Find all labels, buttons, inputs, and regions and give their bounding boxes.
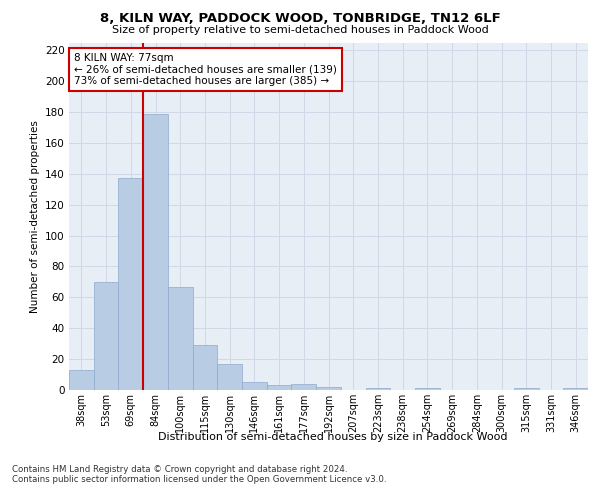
Bar [143,114,168,390]
Y-axis label: Number of semi-detached properties: Number of semi-detached properties [29,120,40,312]
Bar [514,388,539,390]
Text: Distribution of semi-detached houses by size in Paddock Wood: Distribution of semi-detached houses by … [158,432,508,442]
Bar [563,388,588,390]
Text: Contains HM Land Registry data © Crown copyright and database right 2024.
Contai: Contains HM Land Registry data © Crown c… [12,465,386,484]
Bar [415,388,440,390]
Bar [316,387,341,390]
Bar [118,178,143,390]
Bar [94,282,118,390]
Bar [168,286,193,390]
Bar [365,388,390,390]
Bar [267,386,292,390]
Text: 8, KILN WAY, PADDOCK WOOD, TONBRIDGE, TN12 6LF: 8, KILN WAY, PADDOCK WOOD, TONBRIDGE, TN… [100,12,500,26]
Text: 8 KILN WAY: 77sqm
← 26% of semi-detached houses are smaller (139)
73% of semi-de: 8 KILN WAY: 77sqm ← 26% of semi-detached… [74,53,337,86]
Bar [217,364,242,390]
Bar [193,345,217,390]
Bar [69,370,94,390]
Text: Size of property relative to semi-detached houses in Paddock Wood: Size of property relative to semi-detach… [112,25,488,35]
Bar [292,384,316,390]
Bar [242,382,267,390]
